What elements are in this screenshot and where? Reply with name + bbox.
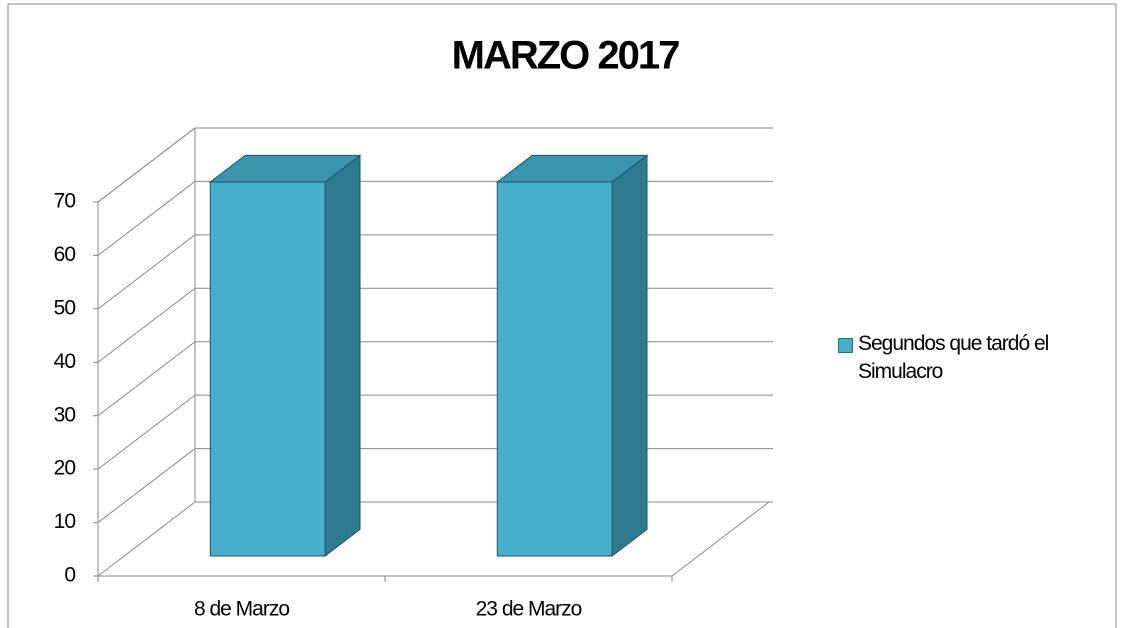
grid-line — [97, 448, 196, 523]
chart-border — [7, 3, 1117, 628]
y-tick-label: 20 — [54, 457, 76, 480]
bar — [209, 181, 326, 557]
y-tick-label: 0 — [64, 564, 75, 587]
grid-line — [97, 394, 196, 470]
grid-line — [97, 501, 196, 577]
bar-side — [324, 154, 361, 558]
legend-key — [838, 338, 853, 353]
x-tick-label: 8 de Marzo — [194, 598, 289, 621]
y-tick-label: 30 — [54, 403, 76, 426]
legend: Segundos que tardó el Simulacro — [838, 330, 1108, 386]
grid-line — [97, 287, 196, 363]
bar — [496, 181, 613, 557]
y-tick-label: 50 — [54, 296, 76, 319]
y-tick-label: 10 — [54, 510, 76, 533]
floor-edge — [671, 501, 770, 577]
grid-line — [97, 234, 196, 310]
bar-side — [611, 154, 648, 558]
grid-line — [97, 181, 196, 256]
grid-line — [97, 341, 196, 417]
y-tick-label: 40 — [54, 350, 76, 373]
legend-label: Segundos que tardó el Simulacro — [858, 332, 1049, 383]
y-tick-label: 70 — [54, 190, 76, 213]
y-tick-label: 60 — [54, 243, 76, 266]
x-tick-label: 23 de Marzo — [476, 598, 582, 621]
grid-line — [97, 127, 196, 203]
chart-title: MARZO 2017 — [452, 34, 679, 78]
